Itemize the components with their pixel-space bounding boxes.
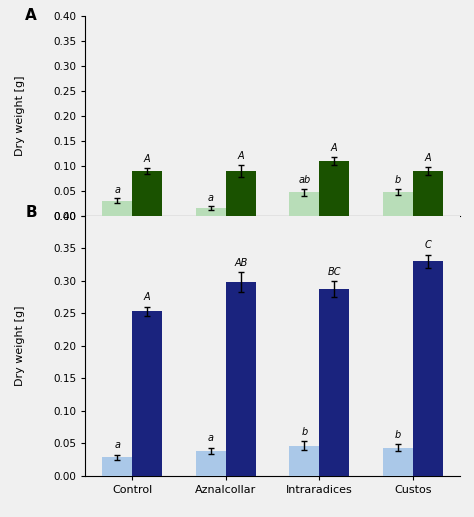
Bar xyxy=(383,192,413,216)
Text: A: A xyxy=(144,154,151,164)
Y-axis label: Dry weight [g]: Dry weight [g] xyxy=(16,75,26,156)
Text: BC: BC xyxy=(328,267,341,277)
Text: b: b xyxy=(395,175,401,185)
Bar xyxy=(319,161,349,216)
Bar xyxy=(290,192,319,216)
Text: a: a xyxy=(208,192,214,203)
Bar xyxy=(383,448,413,476)
Text: A: A xyxy=(144,292,151,302)
Text: A: A xyxy=(331,143,337,153)
Text: B: B xyxy=(26,205,37,220)
Bar xyxy=(132,311,162,476)
Text: a: a xyxy=(208,433,214,443)
Text: AB: AB xyxy=(234,257,247,268)
Text: A: A xyxy=(26,8,37,23)
Text: A: A xyxy=(237,151,244,161)
Text: b: b xyxy=(301,427,308,437)
Bar xyxy=(290,446,319,476)
Bar xyxy=(102,458,132,476)
Bar xyxy=(226,282,255,476)
Bar xyxy=(226,171,255,216)
Bar xyxy=(413,261,443,476)
Bar xyxy=(196,451,226,476)
Text: C: C xyxy=(424,240,431,250)
Bar xyxy=(413,171,443,216)
Bar xyxy=(319,289,349,476)
Bar xyxy=(196,208,226,216)
Text: a: a xyxy=(114,440,120,450)
Text: ab: ab xyxy=(298,175,310,185)
Bar xyxy=(132,171,162,216)
Legend: S1_Root, S1_Shoot: S1_Root, S1_Shoot xyxy=(198,283,347,294)
Bar xyxy=(102,201,132,216)
Text: b: b xyxy=(395,430,401,440)
Text: A: A xyxy=(425,153,431,163)
Y-axis label: Dry weight [g]: Dry weight [g] xyxy=(16,306,26,386)
Text: a: a xyxy=(114,185,120,194)
